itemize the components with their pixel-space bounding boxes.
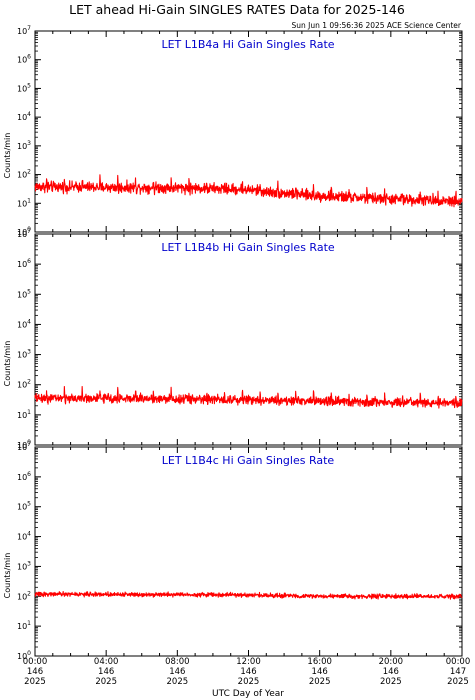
y-tick-label: 104: [17, 318, 31, 329]
singles-rate-line: [34, 174, 463, 208]
x-tick-text: 2025: [238, 677, 260, 687]
x-tick-text: 146: [312, 667, 328, 677]
y-tick-label: 103: [17, 140, 31, 151]
y-tick-label: 106: [17, 54, 31, 65]
x-tick-text: 2025: [380, 677, 402, 687]
x-tick-text: 20:00: [379, 657, 404, 667]
y-tick-label: 104: [17, 531, 31, 542]
x-tick-text: 16:00: [307, 657, 332, 667]
y-axis-label: Counts/min: [3, 341, 12, 387]
panel-title: LET L1B4c Hi Gain Singles Rate: [162, 454, 335, 467]
figure-title: LET ahead Hi-Gain SINGLES RATES Data for…: [69, 2, 405, 17]
plot-frame: [34, 30, 463, 233]
panel-title: LET L1B4b Hi Gain Singles Rate: [161, 241, 335, 254]
x-axis-labels: 00:00146202504:00146202508:00146202512:0…: [23, 657, 471, 687]
generation-timestamp: Sun Jun 1 09:56:36 2025 ACE Science Cent…: [291, 21, 461, 30]
plot-frame: [34, 446, 463, 657]
x-tick-text: 2025: [95, 677, 117, 687]
y-tick-label: 106: [17, 471, 31, 482]
y-tick-label: 100: [17, 226, 31, 237]
y-tick-label: 101: [17, 409, 31, 420]
chart-panels: 100 101 102 103 104 105 106 107 Counts/min LET L1…: [3, 25, 463, 661]
y-tick-label: 101: [17, 620, 31, 631]
y-tick-label: 107: [17, 441, 31, 452]
y-tick-label: 105: [17, 288, 31, 299]
y-tick-label: 105: [17, 82, 31, 93]
x-tick-text: 146: [27, 667, 43, 677]
x-tick-text: 00:00: [23, 657, 48, 667]
singles-rate-line: [34, 591, 463, 600]
y-tick-label: 104: [17, 111, 31, 122]
x-tick-text: 146: [98, 667, 114, 677]
x-tick-text: 147: [450, 667, 466, 677]
y-tick-label: 103: [17, 349, 31, 360]
y-tick-label: 107: [17, 25, 31, 36]
x-axis-title: UTC Day of Year: [212, 689, 284, 699]
chart-panel: 100 101 102 103 104 105 106 107 Counts/min LET L1…: [3, 228, 463, 450]
y-tick-label: 101: [17, 197, 31, 208]
x-tick-text: 146: [240, 667, 256, 677]
y-tick-label: 102: [17, 590, 31, 601]
y-tick-label: 102: [17, 379, 31, 390]
x-tick-text: 2025: [309, 677, 331, 687]
x-tick-text: 146: [383, 667, 399, 677]
x-tick-text: 2025: [167, 677, 189, 687]
plot-frame: [34, 233, 463, 446]
y-tick-label: 100: [17, 439, 31, 450]
y-tick-label: 106: [17, 258, 31, 269]
x-tick-text: 00:00: [446, 657, 471, 667]
y-tick-label: 107: [17, 228, 31, 239]
y-tick-label: 103: [17, 560, 31, 571]
y-axis-label: Counts/min: [3, 133, 12, 179]
singles-rate-line: [34, 385, 463, 409]
y-tick-label: 102: [17, 169, 31, 180]
y-tick-label: 105: [17, 501, 31, 512]
x-tick-text: 12:00: [236, 657, 261, 667]
y-axis-label: Counts/min: [3, 553, 12, 599]
chart-panel: 100 101 102 103 104 105 106 107 Counts/min LET L1…: [3, 25, 463, 237]
panel-title: LET L1B4a Hi Gain Singles Rate: [161, 38, 334, 51]
x-tick-text: 08:00: [165, 657, 190, 667]
x-tick-text: 146: [169, 667, 185, 677]
y-tick-label: 100: [17, 650, 31, 661]
x-tick-text: 2025: [24, 677, 46, 687]
chart-panel: 100 101 102 103 104 105 106 107 Counts/min LET L1…: [3, 441, 463, 661]
x-tick-text: 04:00: [94, 657, 119, 667]
x-tick-text: 2025: [447, 677, 469, 687]
